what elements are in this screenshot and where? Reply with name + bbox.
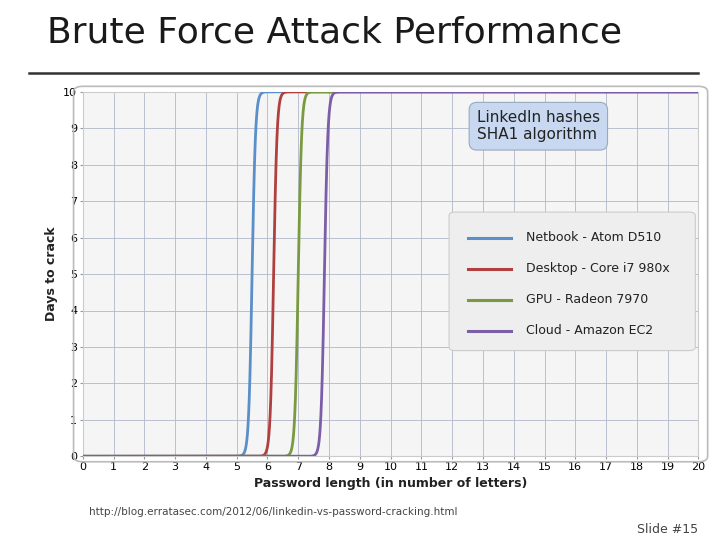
Text: GPU - Radeon 7970: GPU - Radeon 7970 (526, 293, 648, 306)
Text: Brute Force Attack Performance: Brute Force Attack Performance (47, 15, 622, 49)
FancyBboxPatch shape (449, 212, 696, 350)
X-axis label: Password length (in number of letters): Password length (in number of letters) (254, 477, 527, 490)
Text: Netbook - Atom D510: Netbook - Atom D510 (526, 231, 661, 244)
Y-axis label: Days to crack: Days to crack (45, 227, 58, 321)
Text: Slide #15: Slide #15 (637, 523, 698, 536)
Text: http://blog.erratasec.com/2012/06/linkedin-vs-password-cracking.html: http://blog.erratasec.com/2012/06/linked… (89, 507, 458, 517)
Text: Cloud - Amazon EC2: Cloud - Amazon EC2 (526, 324, 653, 337)
Text: LinkedIn hashes
SHA1 algorithm: LinkedIn hashes SHA1 algorithm (477, 110, 600, 143)
Text: Desktop - Core i7 980x: Desktop - Core i7 980x (526, 262, 670, 275)
